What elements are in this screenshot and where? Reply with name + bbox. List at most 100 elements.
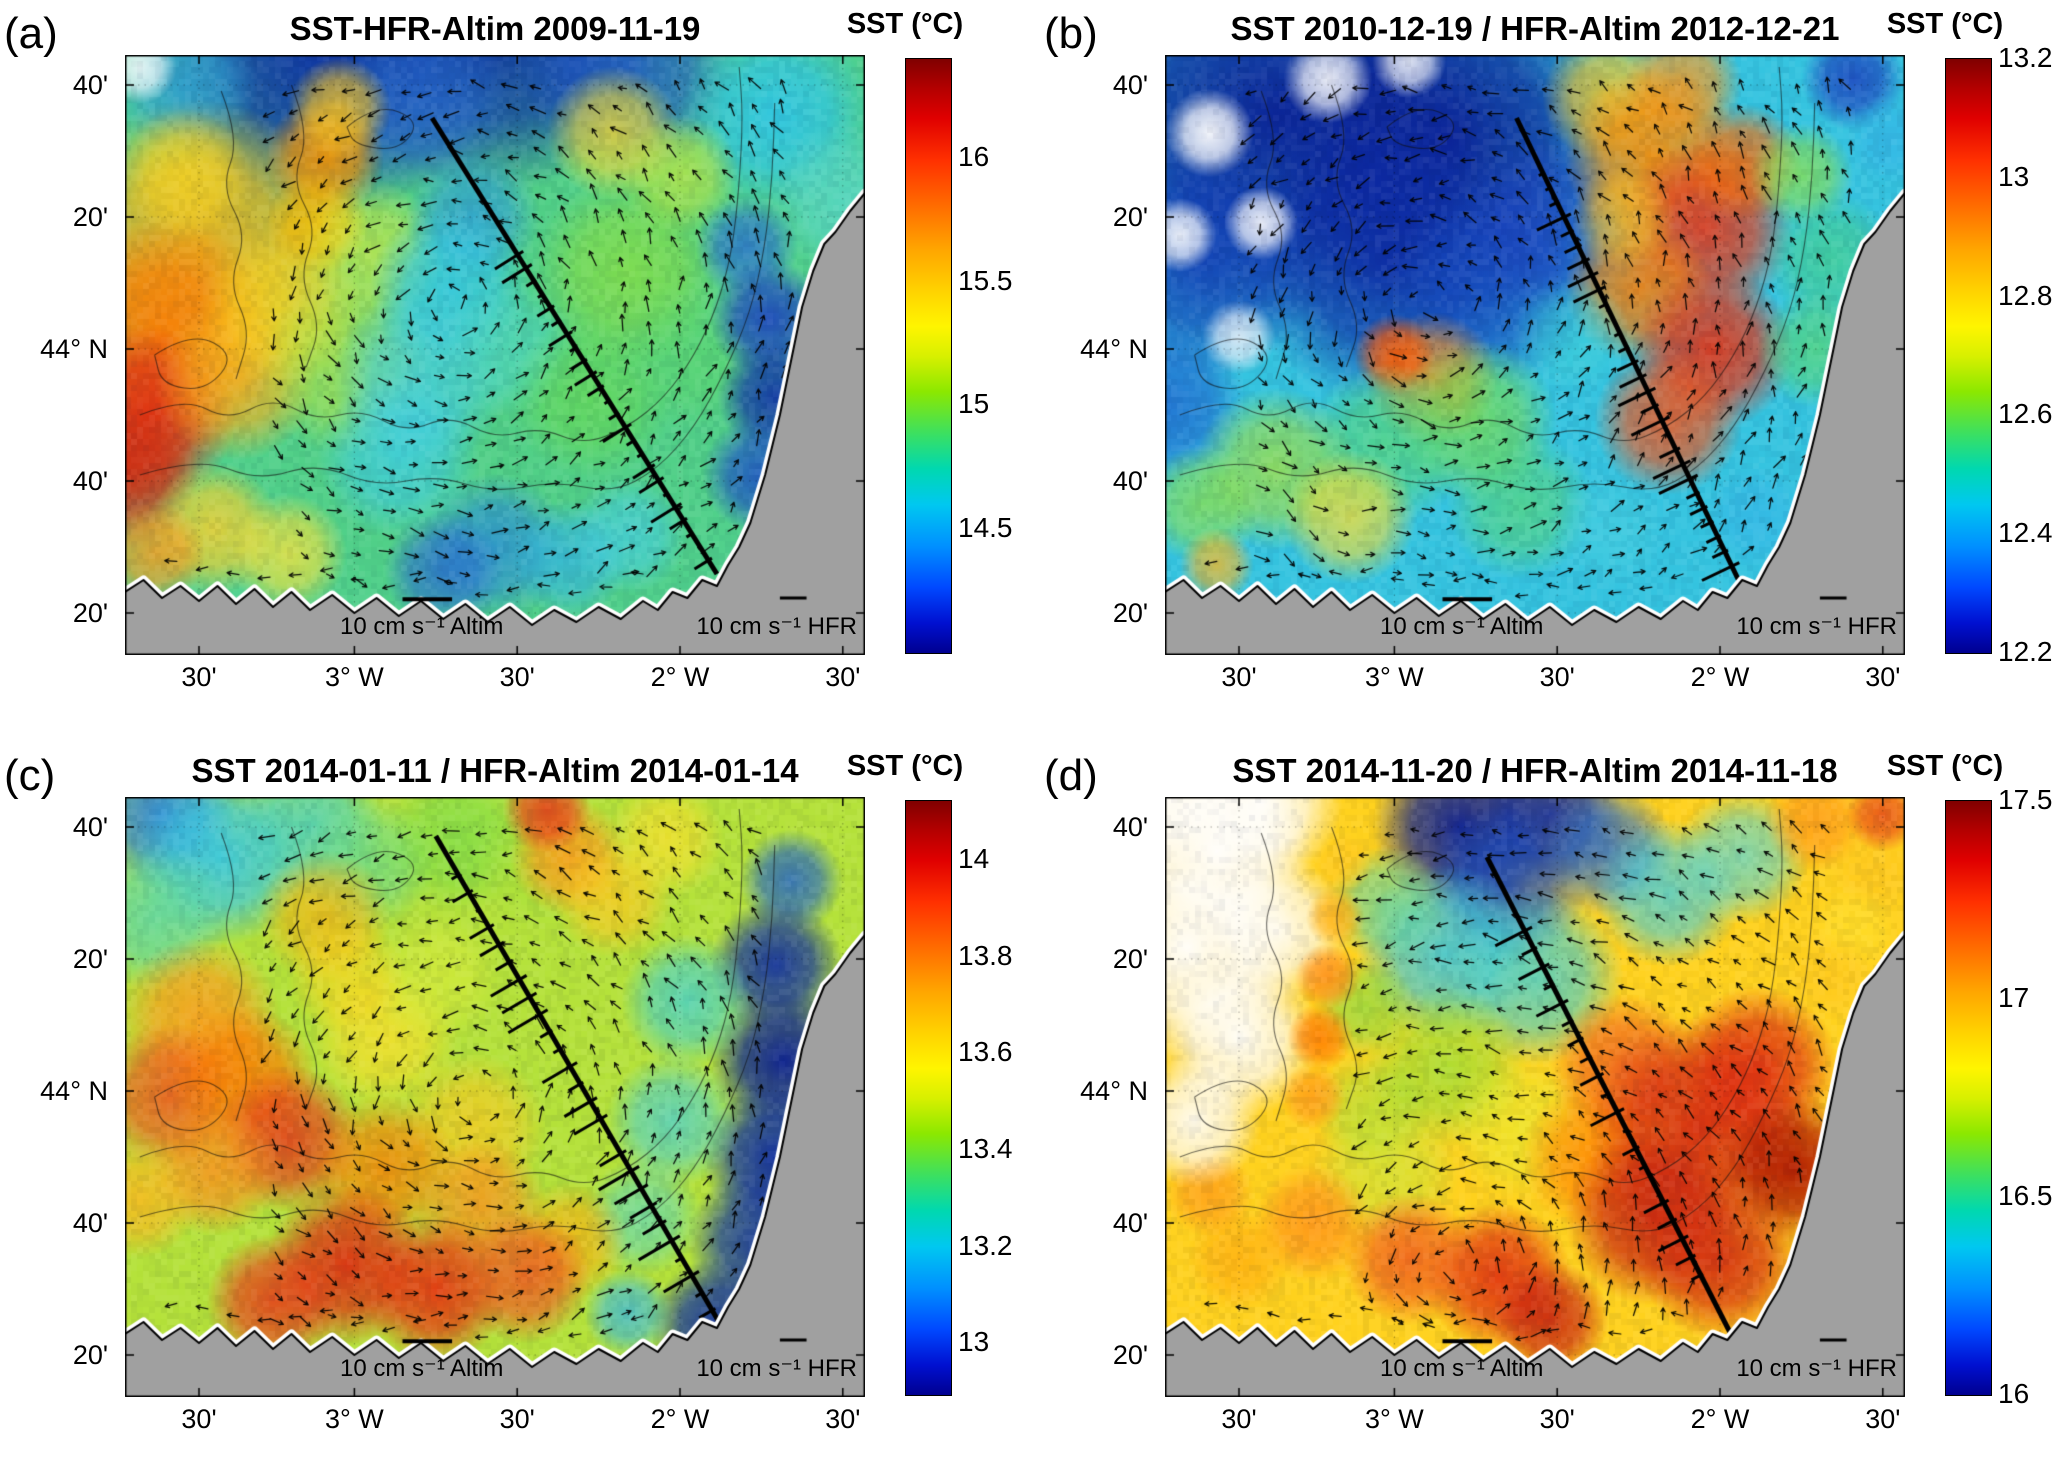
map-plot: 10 cm s⁻¹ Altim 10 cm s⁻¹ HFR [1165,797,1905,1397]
x-tick-label: 30' [1865,1404,1901,1434]
sst-field-canvas [125,797,865,1397]
y-tick-label: 20' [1112,202,1148,232]
colorbar-title: SST (°C) [1886,8,2004,40]
sst-colorbar [1945,58,1992,654]
latitude-tick-labels: 40' 20' 44° N 40' 20' [1040,55,1152,655]
colorbar-tick-label: 16 [1998,1378,2030,1409]
y-tick-label: 44° N [40,334,108,364]
y-tick-label: 40' [72,1208,108,1238]
longitude-tick-labels: 30' 3° W 30' 2° W 30' [1165,662,1905,696]
map-plot: 10 cm s⁻¹ Altim 10 cm s⁻¹ HFR [125,797,865,1397]
colorbar-tick-labels: 17.5 17 16.5 16 [1998,785,2067,1409]
panel-title: SST 2014-11-20 / HFR-Altim 2014-11-18 [1232,752,1838,789]
y-tick-label: 44° N [40,1076,108,1106]
panel-c: (c) SST 2014-01-11 / HFR-Altim 2014-01-1… [0,742,1027,1484]
panel-a: (a) SST-HFR-Altim 2009-11-19 SST (°C) 10… [0,0,1027,742]
y-tick-label: 40' [1112,812,1148,842]
colorbar-tick-label: 12.2 [1998,636,2053,667]
sst-field-canvas [1165,55,1905,655]
y-tick-label: 40' [1112,1208,1148,1238]
panel-letter: (c) [4,751,56,800]
colorbar-title: SST (°C) [846,8,964,40]
x-tick-label: 30' [1221,1404,1257,1434]
x-tick-label: 2° W [650,662,710,692]
colorbar-tick-label: 12.6 [1998,398,2053,430]
sst-four-panel-figure: (a) SST-HFR-Altim 2009-11-19 SST (°C) 10… [0,0,2067,1434]
x-tick-label: 30' [499,662,535,692]
panel-d: (d) SST 2014-11-20 / HFR-Altim 2014-11-1… [1040,742,2067,1484]
colorbar-tick-label: 13 [958,1326,990,1358]
x-tick-label: 3° W [1364,662,1424,692]
latitude-tick-labels: 40' 20' 44° N 40' 20' [0,55,112,655]
colorbar-tick-labels: 16 15.5 15 14.5 [958,58,1063,652]
y-tick-label: 40' [72,466,108,496]
colorbar-tick-label: 15.5 [958,264,1013,296]
panel-letter: (d) [1044,751,1098,800]
y-tick-label: 20' [1112,944,1148,974]
x-tick-label: 30' [825,1404,861,1434]
y-tick-label: 20' [1112,598,1148,628]
y-tick-label: 20' [72,944,108,974]
longitude-tick-labels: 30' 3° W 30' 2° W 30' [125,662,865,696]
y-tick-label: 20' [72,202,108,232]
panel-title: SST-HFR-Altim 2009-11-19 [289,10,701,47]
x-tick-label: 3° W [1364,1404,1424,1434]
sst-field-canvas [1165,797,1905,1397]
colorbar-tick-label: 14 [958,843,990,875]
x-tick-label: 2° W [1690,662,1750,692]
colorbar-tick-label: 13 [1998,160,2030,192]
panel-letter: (b) [1044,9,1098,58]
longitude-tick-labels: 30' 3° W 30' 2° W 30' [125,1404,865,1438]
colorbar-tick-label: 13.2 [958,1229,1013,1261]
panel-title: SST 2014-01-11 / HFR-Altim 2014-01-14 [191,752,799,789]
map-plot: 10 cm s⁻¹ Altim 10 cm s⁻¹ HFR [125,55,865,655]
x-tick-label: 30' [181,662,217,692]
altimeter-scale-label: 10 cm s⁻¹ Altim [340,613,504,640]
panel-letter: (a) [4,9,58,58]
colorbar-tick-label: 17 [1998,981,2030,1013]
colorbar-tick-label: 15 [958,388,990,420]
latitude-tick-labels: 40' 20' 44° N 40' 20' [1040,797,1152,1397]
sst-colorbar [1945,800,1992,1396]
colorbar-tick-label: 16 [958,141,990,173]
hfr-scale-label: 10 cm s⁻¹ HFR [1736,1355,1897,1382]
colorbar-tick-label: 13.4 [958,1133,1013,1165]
x-tick-label: 2° W [1690,1404,1750,1434]
y-tick-label: 44° N [1080,1076,1148,1106]
x-tick-label: 30' [825,662,861,692]
x-tick-label: 30' [1221,662,1257,692]
colorbar-title: SST (°C) [1886,750,2004,782]
x-tick-label: 30' [1865,662,1901,692]
colorbar-tick-label: 13.8 [958,940,1013,972]
x-tick-label: 30' [499,1404,535,1434]
y-tick-label: 40' [72,70,108,100]
y-tick-label: 20' [1112,1340,1148,1370]
hfr-scale-label: 10 cm s⁻¹ HFR [1736,613,1897,640]
colorbar-tick-labels: 14 13.8 13.6 13.4 13.2 13 [958,800,1063,1394]
x-tick-label: 3° W [324,662,384,692]
altimeter-scale-label: 10 cm s⁻¹ Altim [1380,613,1544,640]
map-plot: 10 cm s⁻¹ Altim 10 cm s⁻¹ HFR [1165,55,1905,655]
hfr-scale-label: 10 cm s⁻¹ HFR [696,613,857,640]
longitude-tick-labels: 30' 3° W 30' 2° W 30' [1165,1404,1905,1438]
x-tick-label: 30' [181,1404,217,1434]
y-tick-label: 20' [72,598,108,628]
y-tick-label: 40' [72,812,108,842]
y-tick-label: 44° N [1080,334,1148,364]
y-tick-label: 20' [72,1340,108,1370]
colorbar-tick-label: 12.4 [1998,517,2053,549]
y-tick-label: 40' [1112,466,1148,496]
colorbar-tick-label: 17.5 [1998,784,2053,815]
x-tick-label: 30' [1539,1404,1575,1434]
colorbar-tick-label: 12.8 [1998,279,2053,311]
colorbar-title: SST (°C) [846,750,964,782]
colorbar-tick-labels: 13.2 13 12.8 12.6 12.4 12.2 [1998,43,2067,667]
x-tick-label: 30' [1539,662,1575,692]
sst-colorbar [905,800,952,1396]
sst-colorbar [905,58,952,654]
y-tick-label: 40' [1112,70,1148,100]
hfr-scale-label: 10 cm s⁻¹ HFR [696,1355,857,1382]
x-tick-label: 2° W [650,1404,710,1434]
panel-title: SST 2010-12-19 / HFR-Altim 2012-12-21 [1230,10,1840,47]
colorbar-tick-label: 14.5 [958,512,1013,544]
